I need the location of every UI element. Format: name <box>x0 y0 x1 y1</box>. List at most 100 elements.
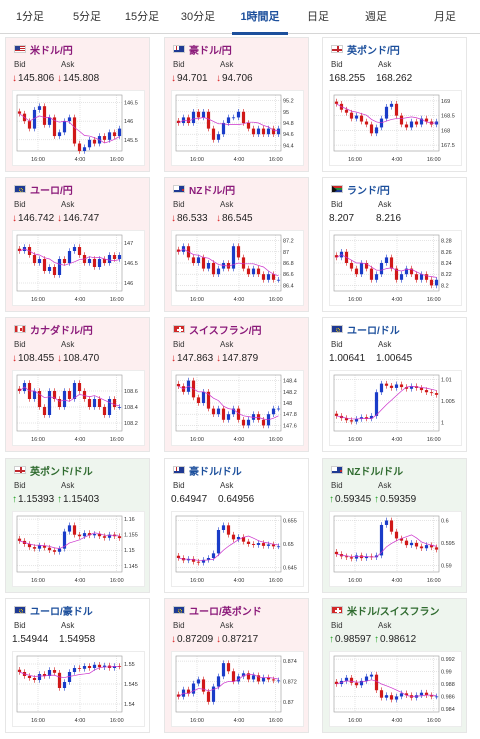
currency-card[interactable]: ランド/円 Bid Ask 8.207 8.216 8.28 8.26 8.24 8.22 8.2… <box>322 177 467 312</box>
candle-body <box>221 408 226 420</box>
currency-card[interactable]: 豪ドル/ドル Bid Ask 0.64947 0.64956 0.655 0.65 0.645… <box>164 458 309 593</box>
pair-title[interactable]: ユーロ/円 <box>14 183 73 197</box>
pair-name[interactable]: 英ポンド/ドル <box>30 466 93 478</box>
pair-name[interactable]: ユーロ/円 <box>30 185 73 197</box>
pair-name[interactable]: NZドル/ドル <box>347 466 404 478</box>
currency-card[interactable]: 英ポンド/ドル Bid Ask ↑1.15393 ↑1.15403 1.16 1.155 1.… <box>5 458 150 593</box>
tab-3[interactable]: 30分足 <box>180 11 216 23</box>
pair-title[interactable]: 米ドル/円 <box>14 43 73 57</box>
pair-title[interactable]: ユーロ/英ポンド <box>173 604 262 618</box>
pair-title[interactable]: 英ポンド/ドル <box>14 464 93 478</box>
pair-name[interactable]: NZドル/円 <box>189 185 236 197</box>
pair-name[interactable]: ユーロ/ドル <box>347 325 400 337</box>
price-chart[interactable]: 0.655 0.65 0.645 16:00 4:00 16:00 <box>171 511 304 587</box>
price-chart[interactable]: 169 168.5 168 167.5 16:00 4:00 16:00 <box>329 90 462 166</box>
x-tick-label: 16:00 <box>110 437 124 443</box>
price-chart[interactable]: 147 146.5 146 16:00 4:00 16:00 <box>12 230 145 306</box>
tab-0[interactable]: 1分足 <box>15 11 45 23</box>
candle-body <box>42 106 47 125</box>
candle-body <box>246 673 251 680</box>
candle-body <box>354 555 359 559</box>
ask-value: 168.262 <box>376 73 412 84</box>
x-tick-label: 16:00 <box>110 297 124 303</box>
candle-body <box>359 417 364 419</box>
y-tick-label: 146.5 <box>124 100 138 106</box>
y-tick-label: 0.655 <box>283 519 297 525</box>
candle-body <box>97 534 102 537</box>
price-chart[interactable]: 1.16 1.155 1.15 1.145 16:00 4:00 16:00 <box>12 511 145 587</box>
currency-card[interactable]: 米ドル/円 Bid Ask ↓145.806 ↓145.808 146.5 146 145.5… <box>5 37 150 172</box>
price-chart[interactable]: 87.2 87 86.8 86.6 86.4 16:00 4:00 16:00 <box>171 230 304 306</box>
price-chart[interactable]: 146.5 146 145.5 16:00 4:00 16:00 <box>12 90 145 166</box>
candle-body <box>32 109 37 129</box>
currency-card[interactable]: 英ポンド/円 Bid Ask 168.255 168.262 169 168.5 168 167… <box>322 37 467 172</box>
pair-name[interactable]: 豪ドル/ドル <box>189 466 242 478</box>
y-tick-label: 146.5 <box>124 261 138 267</box>
x-tick-label: 16:00 <box>31 578 45 584</box>
pair-title[interactable]: 英ポンド/円 <box>331 43 400 57</box>
pair-title[interactable]: NZドル/円 <box>173 183 236 197</box>
pair-title[interactable]: 豪ドル/ドル <box>173 464 242 478</box>
candle-body <box>221 663 226 677</box>
price-chart[interactable]: 108.6 108.4 108.2 16:00 4:00 16:00 <box>12 370 145 446</box>
eu-flag-icon <box>331 325 343 333</box>
pair-name[interactable]: ユーロ/豪ドル <box>30 606 93 618</box>
tab-1[interactable]: 5分足 <box>72 11 102 23</box>
pair-name[interactable]: 米ドル/スイスフラン <box>347 606 440 618</box>
bid-value: ↓147.863 <box>171 353 213 364</box>
candle-body <box>344 556 349 558</box>
pair-name[interactable]: 豪ドル/円 <box>189 45 232 57</box>
currency-card[interactable]: カナダドル/円 Bid Ask ↓108.455 ↓108.470 108.6 108.4 1… <box>5 317 150 452</box>
pair-name[interactable]: 英ポンド/円 <box>347 45 400 57</box>
tab-2[interactable]: 15分足 <box>124 11 160 23</box>
pair-title[interactable]: ランド/円 <box>331 183 390 197</box>
bid-value: ↓0.87209 <box>171 634 213 645</box>
tab-6[interactable]: 週足 <box>365 11 387 23</box>
price-chart[interactable]: 1.01 1.005 1 16:00 4:00 16:00 <box>329 370 462 446</box>
candle-body <box>276 546 281 548</box>
candle-body <box>112 399 117 407</box>
currency-card[interactable]: ユーロ/ドル Bid Ask 1.00641 1.00645 1.01 1.005 1 16:0… <box>322 317 467 452</box>
candle-body <box>47 117 52 125</box>
price-chart[interactable]: 0.874 0.872 0.87 16:00 4:00 16:00 <box>171 651 304 727</box>
ask-price: 1.00645 <box>376 353 413 364</box>
pair-title[interactable]: カナダドル/円 <box>14 323 93 337</box>
price-chart[interactable]: 0.992 0.99 0.988 0.986 0.984 16:00 4:00 16:00 <box>329 651 462 727</box>
currency-card[interactable]: ユーロ/円 Bid Ask ↓146.742 ↓146.747 147 146.5 146 16… <box>5 177 150 312</box>
price-chart[interactable]: 95.2 95 94.8 94.6 94.4 16:00 4:00 16:00 <box>171 90 304 166</box>
pair-name[interactable]: ランド/円 <box>347 185 390 197</box>
pair-title[interactable]: 米ドル/スイスフラン <box>331 604 440 618</box>
candle-body <box>384 383 389 386</box>
candle-body <box>261 419 266 426</box>
pair-title[interactable]: 豪ドル/円 <box>173 43 232 57</box>
currency-card[interactable]: NZドル/円 Bid Ask ↓86.533 ↓86.545 87.2 87 86.8 86.6… <box>164 177 309 312</box>
currency-card[interactable]: NZドル/ドル Bid Ask ↑0.59345 ↑0.59359 0.6 0.595 0.5… <box>322 458 467 593</box>
price-chart[interactable]: 0.6 0.595 0.59 16:00 4:00 16:00 <box>329 511 462 587</box>
pair-title[interactable]: スイスフラン/円 <box>173 323 262 337</box>
currency-card[interactable]: 豪ドル/円 Bid Ask ↓94.701 ↓94.706 95.2 95 94.8 94.6 9… <box>164 37 309 172</box>
pair-name[interactable]: 米ドル/円 <box>30 45 73 57</box>
tab-5[interactable]: 日足 <box>307 11 329 23</box>
candlestick-chart: 108.6 108.4 108.2 16:00 4:00 16:00 <box>16 374 138 443</box>
pair-name[interactable]: スイスフラン/円 <box>189 325 262 337</box>
arrow-down-icon: ↓ <box>12 353 17 364</box>
pair-name[interactable]: ユーロ/英ポンド <box>189 606 262 618</box>
pair-title[interactable]: ユーロ/ドル <box>331 323 400 337</box>
price-chart[interactable]: 148.4 148.2 148 147.8 147.6 16:00 4:00 16:00 <box>171 370 304 446</box>
candle-body <box>82 533 87 537</box>
currency-card[interactable]: ユーロ/豪ドル Bid Ask 1.54944 1.54958 1.55 1.545 1.54… <box>5 598 150 733</box>
pair-title[interactable]: ユーロ/豪ドル <box>14 604 93 618</box>
price-chart[interactable]: 1.55 1.545 1.54 16:00 4:00 16:00 <box>12 651 145 727</box>
tab-4[interactable]: 1時間足 <box>226 0 294 35</box>
pair-name[interactable]: カナダドル/円 <box>30 325 93 337</box>
bid-label: Bid <box>173 60 185 69</box>
pair-title[interactable]: NZドル/ドル <box>331 464 404 478</box>
currency-card[interactable]: 米ドル/スイスフラン Bid Ask ↑0.98597 ↑0.98612 0.992 0.9… <box>322 598 467 733</box>
candle-body <box>399 115 404 125</box>
price-chart[interactable]: 8.28 8.26 8.24 8.22 8.2 16:00 4:00 16:00 <box>329 230 462 306</box>
currency-card[interactable]: ユーロ/英ポンド Bid Ask ↓0.87209 ↓0.87217 0.874 0.872… <box>164 598 309 733</box>
currency-card[interactable]: スイスフラン/円 Bid Ask ↓147.863 ↓147.879 148.4 148.2… <box>164 317 309 452</box>
y-tick-label: 1.55 <box>124 662 135 668</box>
timeframe-tabs: 1分足 5分足 15分足 30分足 1時間足 日足 週足 月足 <box>0 0 480 35</box>
tab-7[interactable]: 月足 <box>434 11 456 23</box>
